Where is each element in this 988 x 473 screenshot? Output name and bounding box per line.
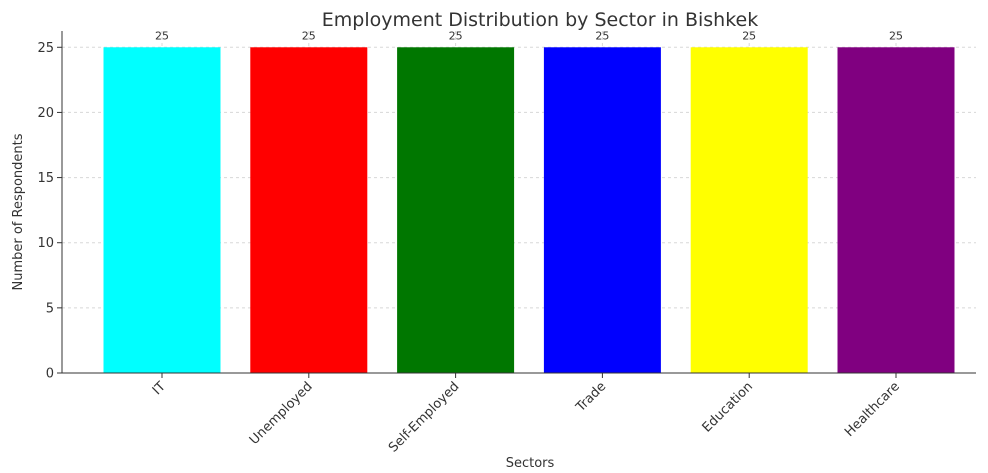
- x-tick-label-education: Education: [700, 379, 756, 435]
- bar-self-employed: [397, 47, 515, 374]
- data-label-self-employed: 25: [449, 29, 463, 42]
- chart-title: Employment Distribution by Sector in Bis…: [322, 9, 758, 31]
- data-label-unemployed: 25: [302, 29, 316, 42]
- y-ticks: 0 5 10 15 20 25: [37, 41, 62, 382]
- bar-trade: [543, 47, 661, 374]
- y-tick-label: 15: [37, 171, 54, 186]
- data-label-trade: 25: [595, 29, 609, 42]
- bar-education: [690, 47, 808, 374]
- x-tick-label-healthcare: Healthcare: [842, 379, 903, 440]
- data-labels: 25 25 25 25 25 25: [155, 29, 903, 42]
- bar-unemployed: [250, 47, 368, 374]
- data-label-healthcare: 25: [889, 29, 903, 42]
- y-tick-label: 20: [37, 106, 54, 121]
- x-axis-label: Sectors: [506, 456, 555, 471]
- y-axis-label: Number of Respondents: [11, 133, 26, 290]
- y-tick-label: 5: [46, 301, 54, 316]
- bar-healthcare: [837, 47, 955, 374]
- x-tick-label-it: IT: [150, 379, 169, 398]
- axes: [61, 31, 976, 374]
- x-ticks: IT Unemployed Self-Employed Trade Education H…: [150, 373, 903, 456]
- x-tick-label-unemployed: Unemployed: [247, 379, 316, 448]
- bar-it: [103, 47, 221, 374]
- x-tick-label-self-employed: Self-Employed: [386, 379, 462, 455]
- y-tick-label: 25: [37, 41, 54, 56]
- data-label-it: 25: [155, 29, 169, 42]
- bars: [103, 47, 955, 374]
- y-tick-label: 10: [37, 236, 54, 251]
- data-label-education: 25: [742, 29, 756, 42]
- x-tick-label-trade: Trade: [573, 379, 609, 415]
- y-tick-label: 0: [46, 367, 54, 382]
